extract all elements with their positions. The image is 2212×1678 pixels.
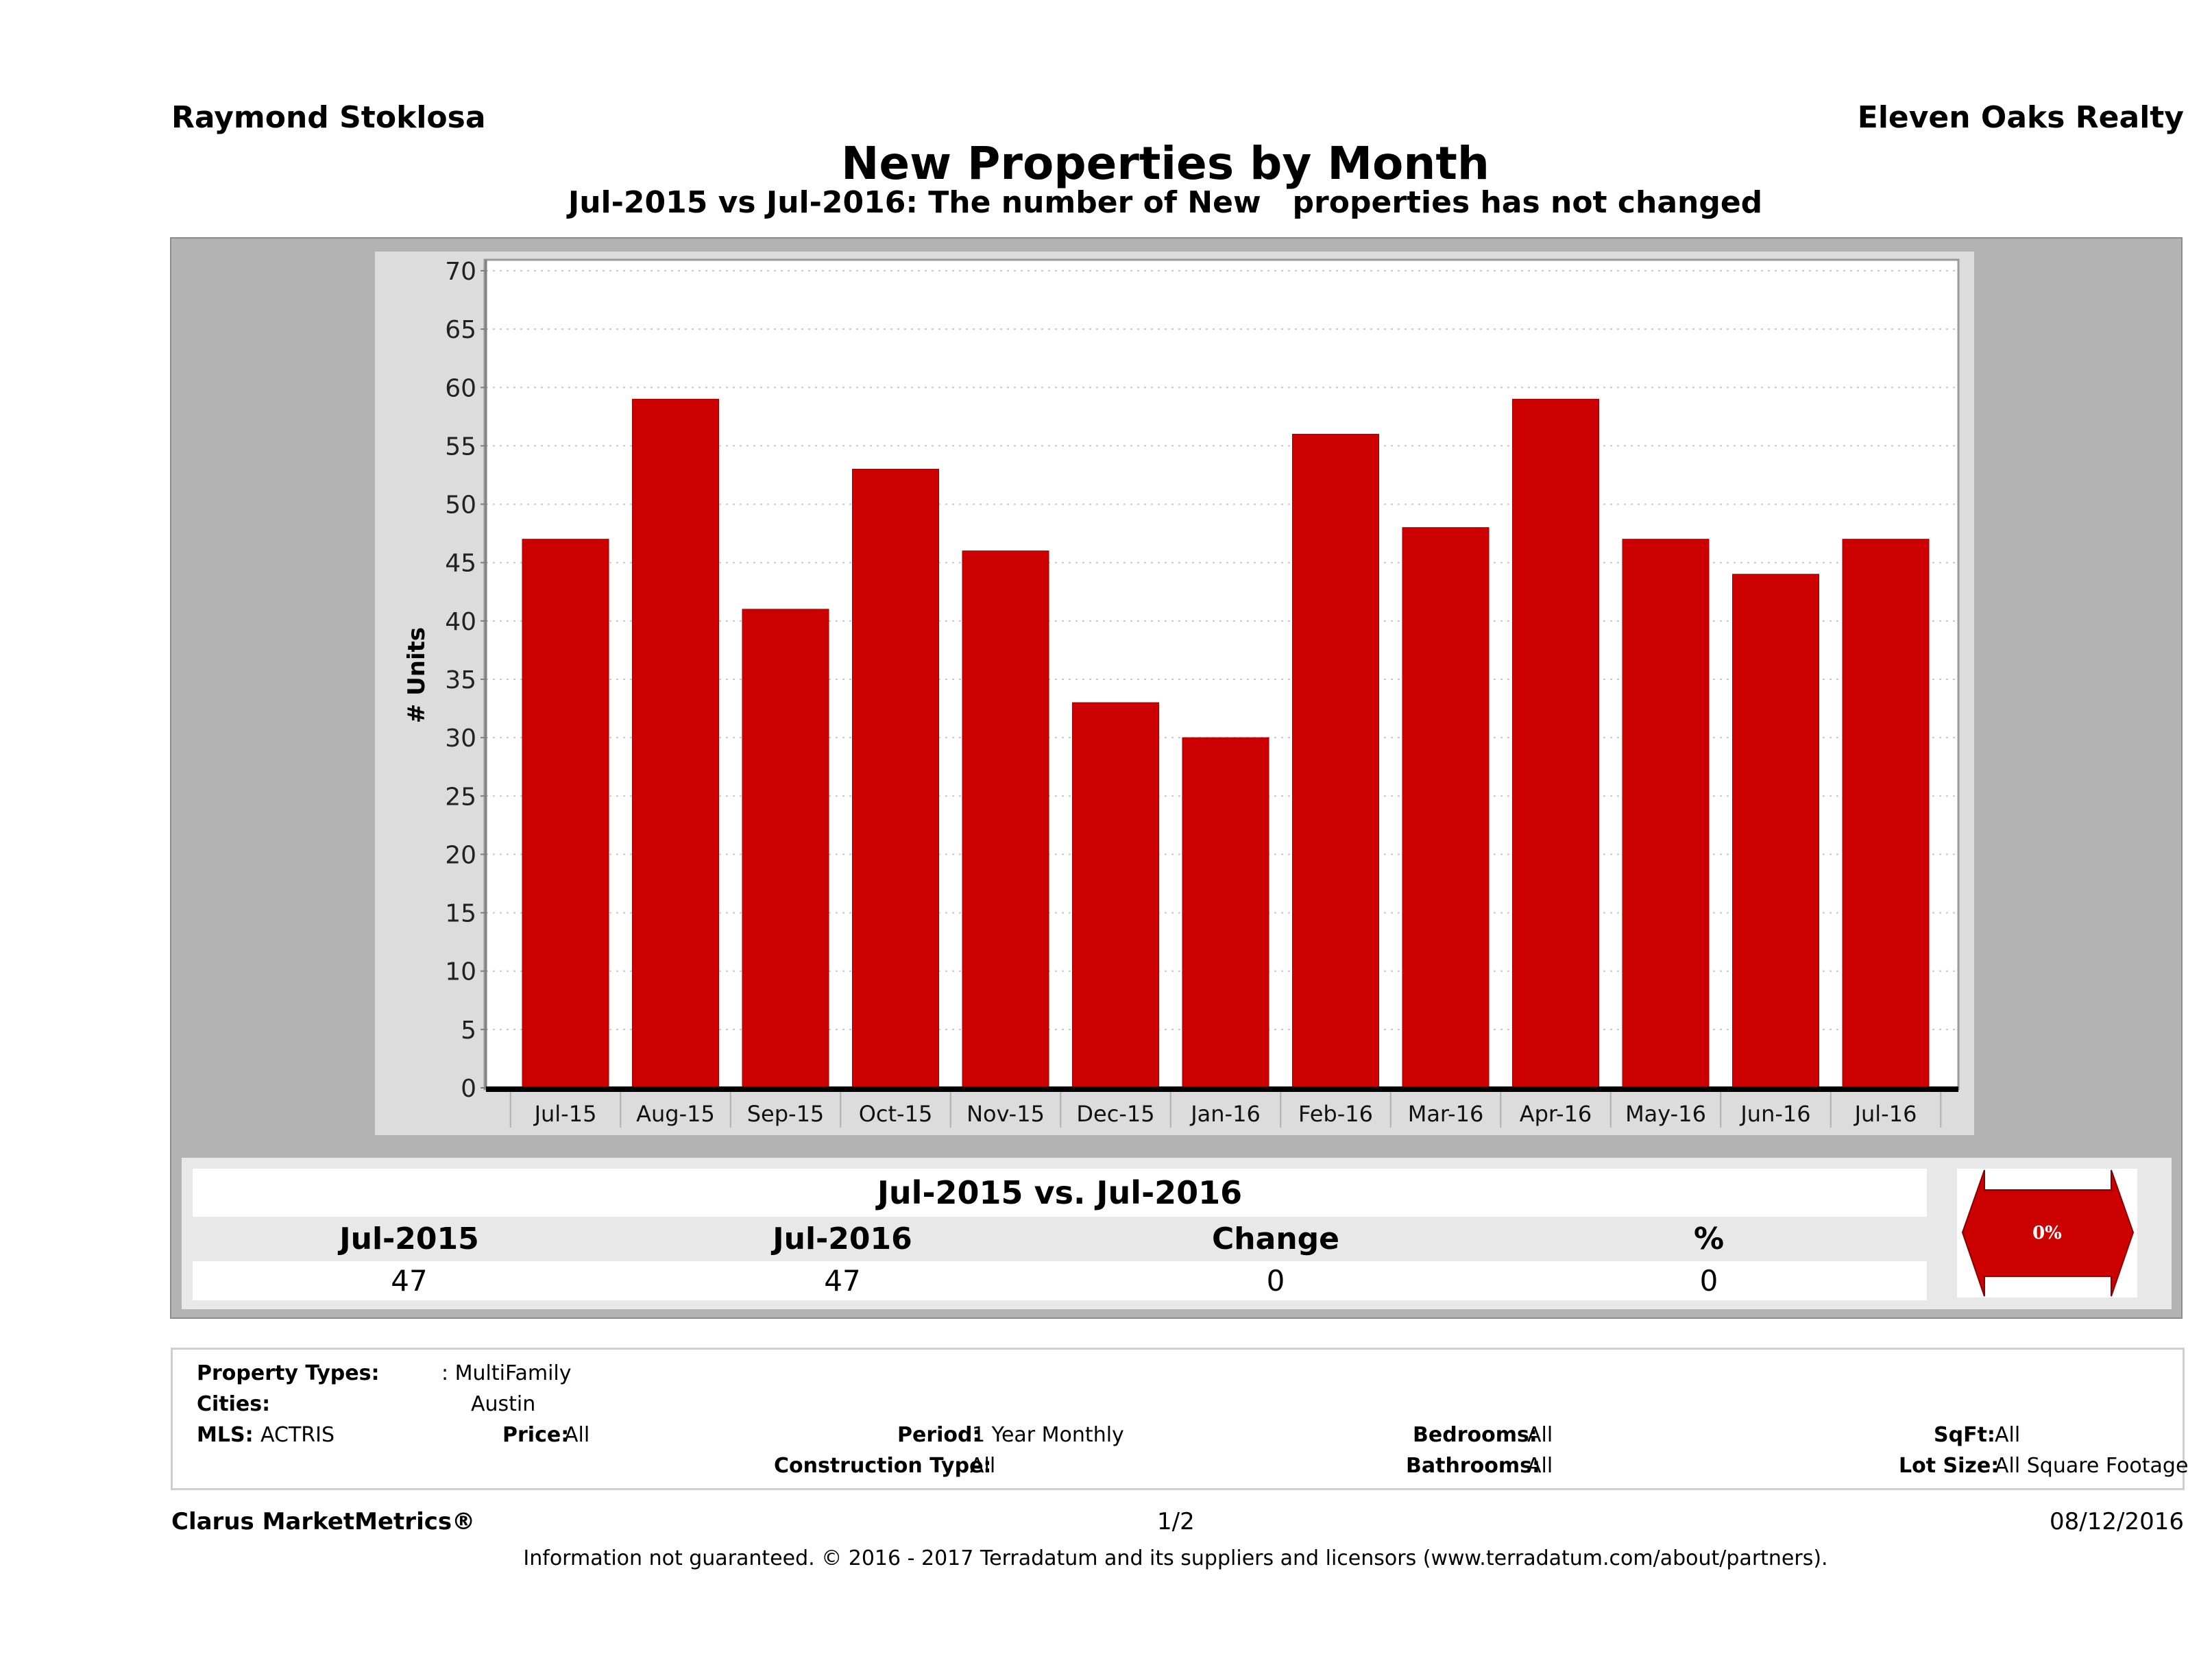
value-percent: 0 xyxy=(1699,1264,1718,1298)
filter-summary xyxy=(171,1348,2185,1490)
bar-mar-16 xyxy=(1402,527,1490,1089)
col-header-jul-2015: Jul-2015 xyxy=(339,1221,479,1256)
filter-mls-label: MLS: xyxy=(197,1423,254,1447)
filter-bedrooms-value: All xyxy=(1527,1423,1553,1447)
bar-jul-16 xyxy=(1842,539,1930,1089)
report-title: New Properties by Month xyxy=(841,137,1490,190)
y-axis-ticks: 0 5 10 15 20 25 30 35 40 45 50 55 60 65 70 xyxy=(445,258,486,1103)
filter-sqft-value: All xyxy=(1995,1423,2021,1447)
x-axis-ticks: Jul-15 Aug-15 Sep-15 Oct-15 Nov-15 Dec-15 Jan-… xyxy=(509,1092,1942,1128)
y-axis-label: # Units xyxy=(403,627,430,723)
y-tick-label: 40 xyxy=(445,608,476,636)
agent-name: Raymond Stoklosa xyxy=(171,100,486,135)
value-jul-2015: 47 xyxy=(391,1264,428,1298)
comparison-title: Jul-2015 vs. Jul-2016 xyxy=(877,1174,1243,1211)
comparison-title-band xyxy=(193,1169,1927,1217)
bar-chart: 0 5 10 15 20 25 30 35 40 45 50 55 60 65 70 Jul-15 Aug-1… xyxy=(403,258,1960,1128)
double-arrow-icon xyxy=(1961,1169,2135,1297)
filter-cities-value: Austin xyxy=(471,1392,536,1416)
filter-period-label: Period: xyxy=(897,1423,981,1447)
x-tick-label: Dec-15 xyxy=(1076,1101,1154,1127)
bar-jun-16 xyxy=(1732,574,1819,1089)
x-tick-label: Aug-15 xyxy=(636,1101,715,1127)
filter-lot-size-value: All Square Footage xyxy=(1995,1454,2189,1478)
y-tick-label: 30 xyxy=(445,725,476,753)
y-tick-label: 65 xyxy=(445,316,476,344)
x-tick-label: Apr-16 xyxy=(1520,1101,1592,1127)
x-tick-label: Mar-16 xyxy=(1408,1101,1484,1127)
y-tick-label: 35 xyxy=(445,666,476,694)
change-indicator-label: 0% xyxy=(2032,1223,2062,1243)
col-header-change: Change xyxy=(1212,1221,1339,1256)
filter-property-types-label: Property Types: xyxy=(197,1361,380,1385)
x-tick-label: Jan-16 xyxy=(1189,1101,1261,1127)
x-tick-label: Oct-15 xyxy=(859,1101,933,1127)
bar-jan-16 xyxy=(1182,737,1269,1089)
x-tick-label: Nov-15 xyxy=(967,1101,1045,1127)
gridlines xyxy=(486,270,1958,1030)
bar-oct-15 xyxy=(852,468,939,1089)
y-tick-label: 70 xyxy=(445,258,476,286)
filter-sqft-label: SqFt: xyxy=(1934,1423,1995,1447)
x-tick-label: May-16 xyxy=(1625,1101,1706,1127)
footer-brand: Clarus MarketMetrics® xyxy=(171,1508,476,1535)
y-tick-label: 10 xyxy=(445,958,476,986)
col-header-jul-2016: Jul-2016 xyxy=(773,1221,912,1256)
filter-price-value: All xyxy=(564,1423,590,1447)
bar-feb-16 xyxy=(1292,433,1379,1089)
filter-mls-value: ACTRIS xyxy=(260,1423,335,1447)
filter-construction-type-value: All xyxy=(970,1454,996,1478)
y-tick-label: 25 xyxy=(445,783,476,811)
filter-construction-type-label: Construction Type: xyxy=(774,1454,992,1478)
filter-property-types-value: : MultiFamily xyxy=(441,1361,572,1385)
bar-apr-16 xyxy=(1512,398,1599,1089)
bar-nov-15 xyxy=(962,550,1049,1089)
bar-may-16 xyxy=(1622,539,1710,1089)
col-header-percent: % xyxy=(1693,1221,1725,1256)
comparison-values-band xyxy=(193,1261,1927,1300)
filter-lot-size-label: Lot Size: xyxy=(1899,1454,2000,1478)
bar-aug-15 xyxy=(632,398,719,1089)
company-name: Eleven Oaks Realty xyxy=(1857,100,2184,135)
y-tick-label: 50 xyxy=(445,491,476,520)
y-tick-label: 55 xyxy=(445,433,476,461)
y-tick-label: 5 xyxy=(461,1017,476,1045)
disclaimer: Information not guaranteed. © 2016 - 201… xyxy=(523,1546,1828,1570)
y-tick-label: 20 xyxy=(445,841,476,869)
x-tick-label: Jun-16 xyxy=(1739,1101,1810,1127)
filter-cities-label: Cities: xyxy=(197,1392,271,1416)
x-tick-label: Jul-15 xyxy=(533,1101,597,1127)
y-tick-label: 45 xyxy=(445,550,476,578)
filter-bedrooms-label: Bedrooms: xyxy=(1413,1423,1538,1447)
value-jul-2016: 47 xyxy=(824,1264,861,1298)
y-tick-label: 60 xyxy=(445,374,476,402)
bars xyxy=(522,398,1930,1089)
bar-dec-15 xyxy=(1072,702,1159,1089)
bar-jul-15 xyxy=(522,539,609,1089)
y-tick-label: 0 xyxy=(461,1075,476,1103)
report-date: 08/12/2016 xyxy=(2050,1508,2184,1535)
x-tick-label: Feb-16 xyxy=(1298,1101,1373,1127)
change-indicator xyxy=(1957,1169,2137,1298)
y-tick-label: 15 xyxy=(445,900,476,928)
filter-price-label: Price: xyxy=(502,1423,570,1447)
filter-bathrooms-label: Bathrooms: xyxy=(1406,1454,1540,1478)
filter-period-value: 1 Year Monthly xyxy=(972,1423,1124,1447)
page-number: 1/2 xyxy=(1157,1508,1195,1535)
value-change: 0 xyxy=(1266,1264,1285,1298)
bar-sep-15 xyxy=(742,609,829,1089)
x-tick-label: Jul-16 xyxy=(1854,1101,1917,1127)
report-subtitle: Jul-2015 vs Jul-2016: The number of New … xyxy=(568,185,1763,220)
x-tick-label: Sep-15 xyxy=(747,1101,825,1127)
filter-bathrooms-value: All xyxy=(1527,1454,1553,1478)
